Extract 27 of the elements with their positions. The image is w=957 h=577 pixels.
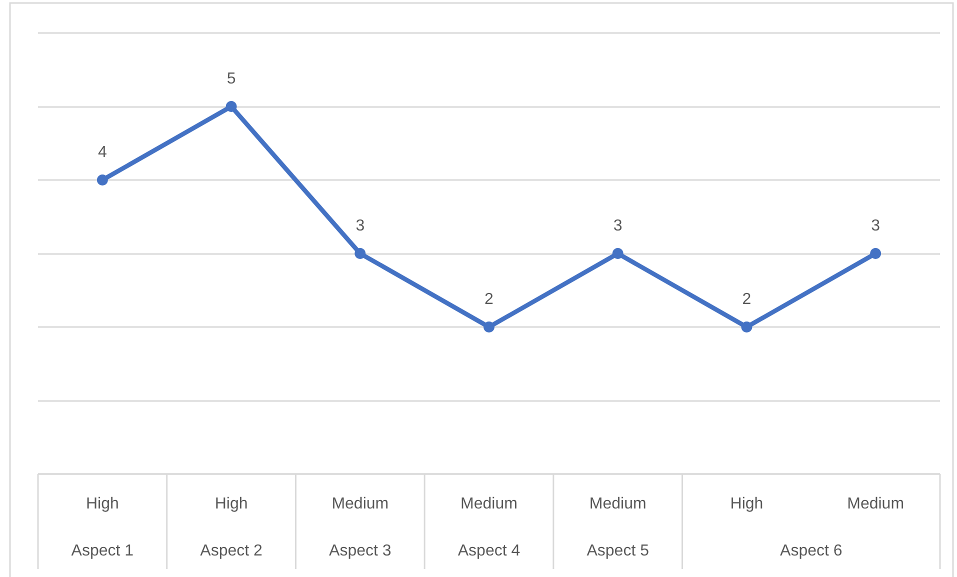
point bbox=[741, 322, 752, 332]
text: Aspect 2 bbox=[200, 542, 263, 560]
point bbox=[612, 248, 624, 259]
text: Aspect 4 bbox=[458, 542, 520, 560]
x-tick-label: High bbox=[730, 496, 764, 512]
text: Aspect 1 bbox=[71, 542, 134, 560]
text: Aspect 3 bbox=[329, 542, 392, 560]
point bbox=[484, 322, 494, 332]
point bbox=[226, 101, 237, 112]
x-tick-label: High bbox=[214, 496, 248, 512]
point bbox=[354, 248, 366, 259]
data-label: 4 bbox=[98, 144, 107, 161]
point bbox=[870, 248, 882, 259]
x-tick-label: High bbox=[86, 496, 119, 512]
x-tick-label: Medium bbox=[460, 496, 518, 512]
x-tick-label: Medium bbox=[847, 496, 904, 512]
x-tick-label: Medium bbox=[589, 496, 646, 512]
data-label: 5 bbox=[226, 70, 236, 88]
data-label: 3 bbox=[613, 218, 622, 234]
text: Aspect 5 bbox=[586, 542, 650, 560]
x-tick-label: Medium bbox=[332, 496, 389, 512]
data-label: 2 bbox=[484, 291, 494, 308]
data-label: 2 bbox=[742, 291, 752, 308]
text: Aspect 6 bbox=[780, 542, 842, 560]
data-label: 3 bbox=[356, 218, 365, 234]
data-label: 3 bbox=[871, 218, 880, 234]
point bbox=[96, 174, 108, 186]
